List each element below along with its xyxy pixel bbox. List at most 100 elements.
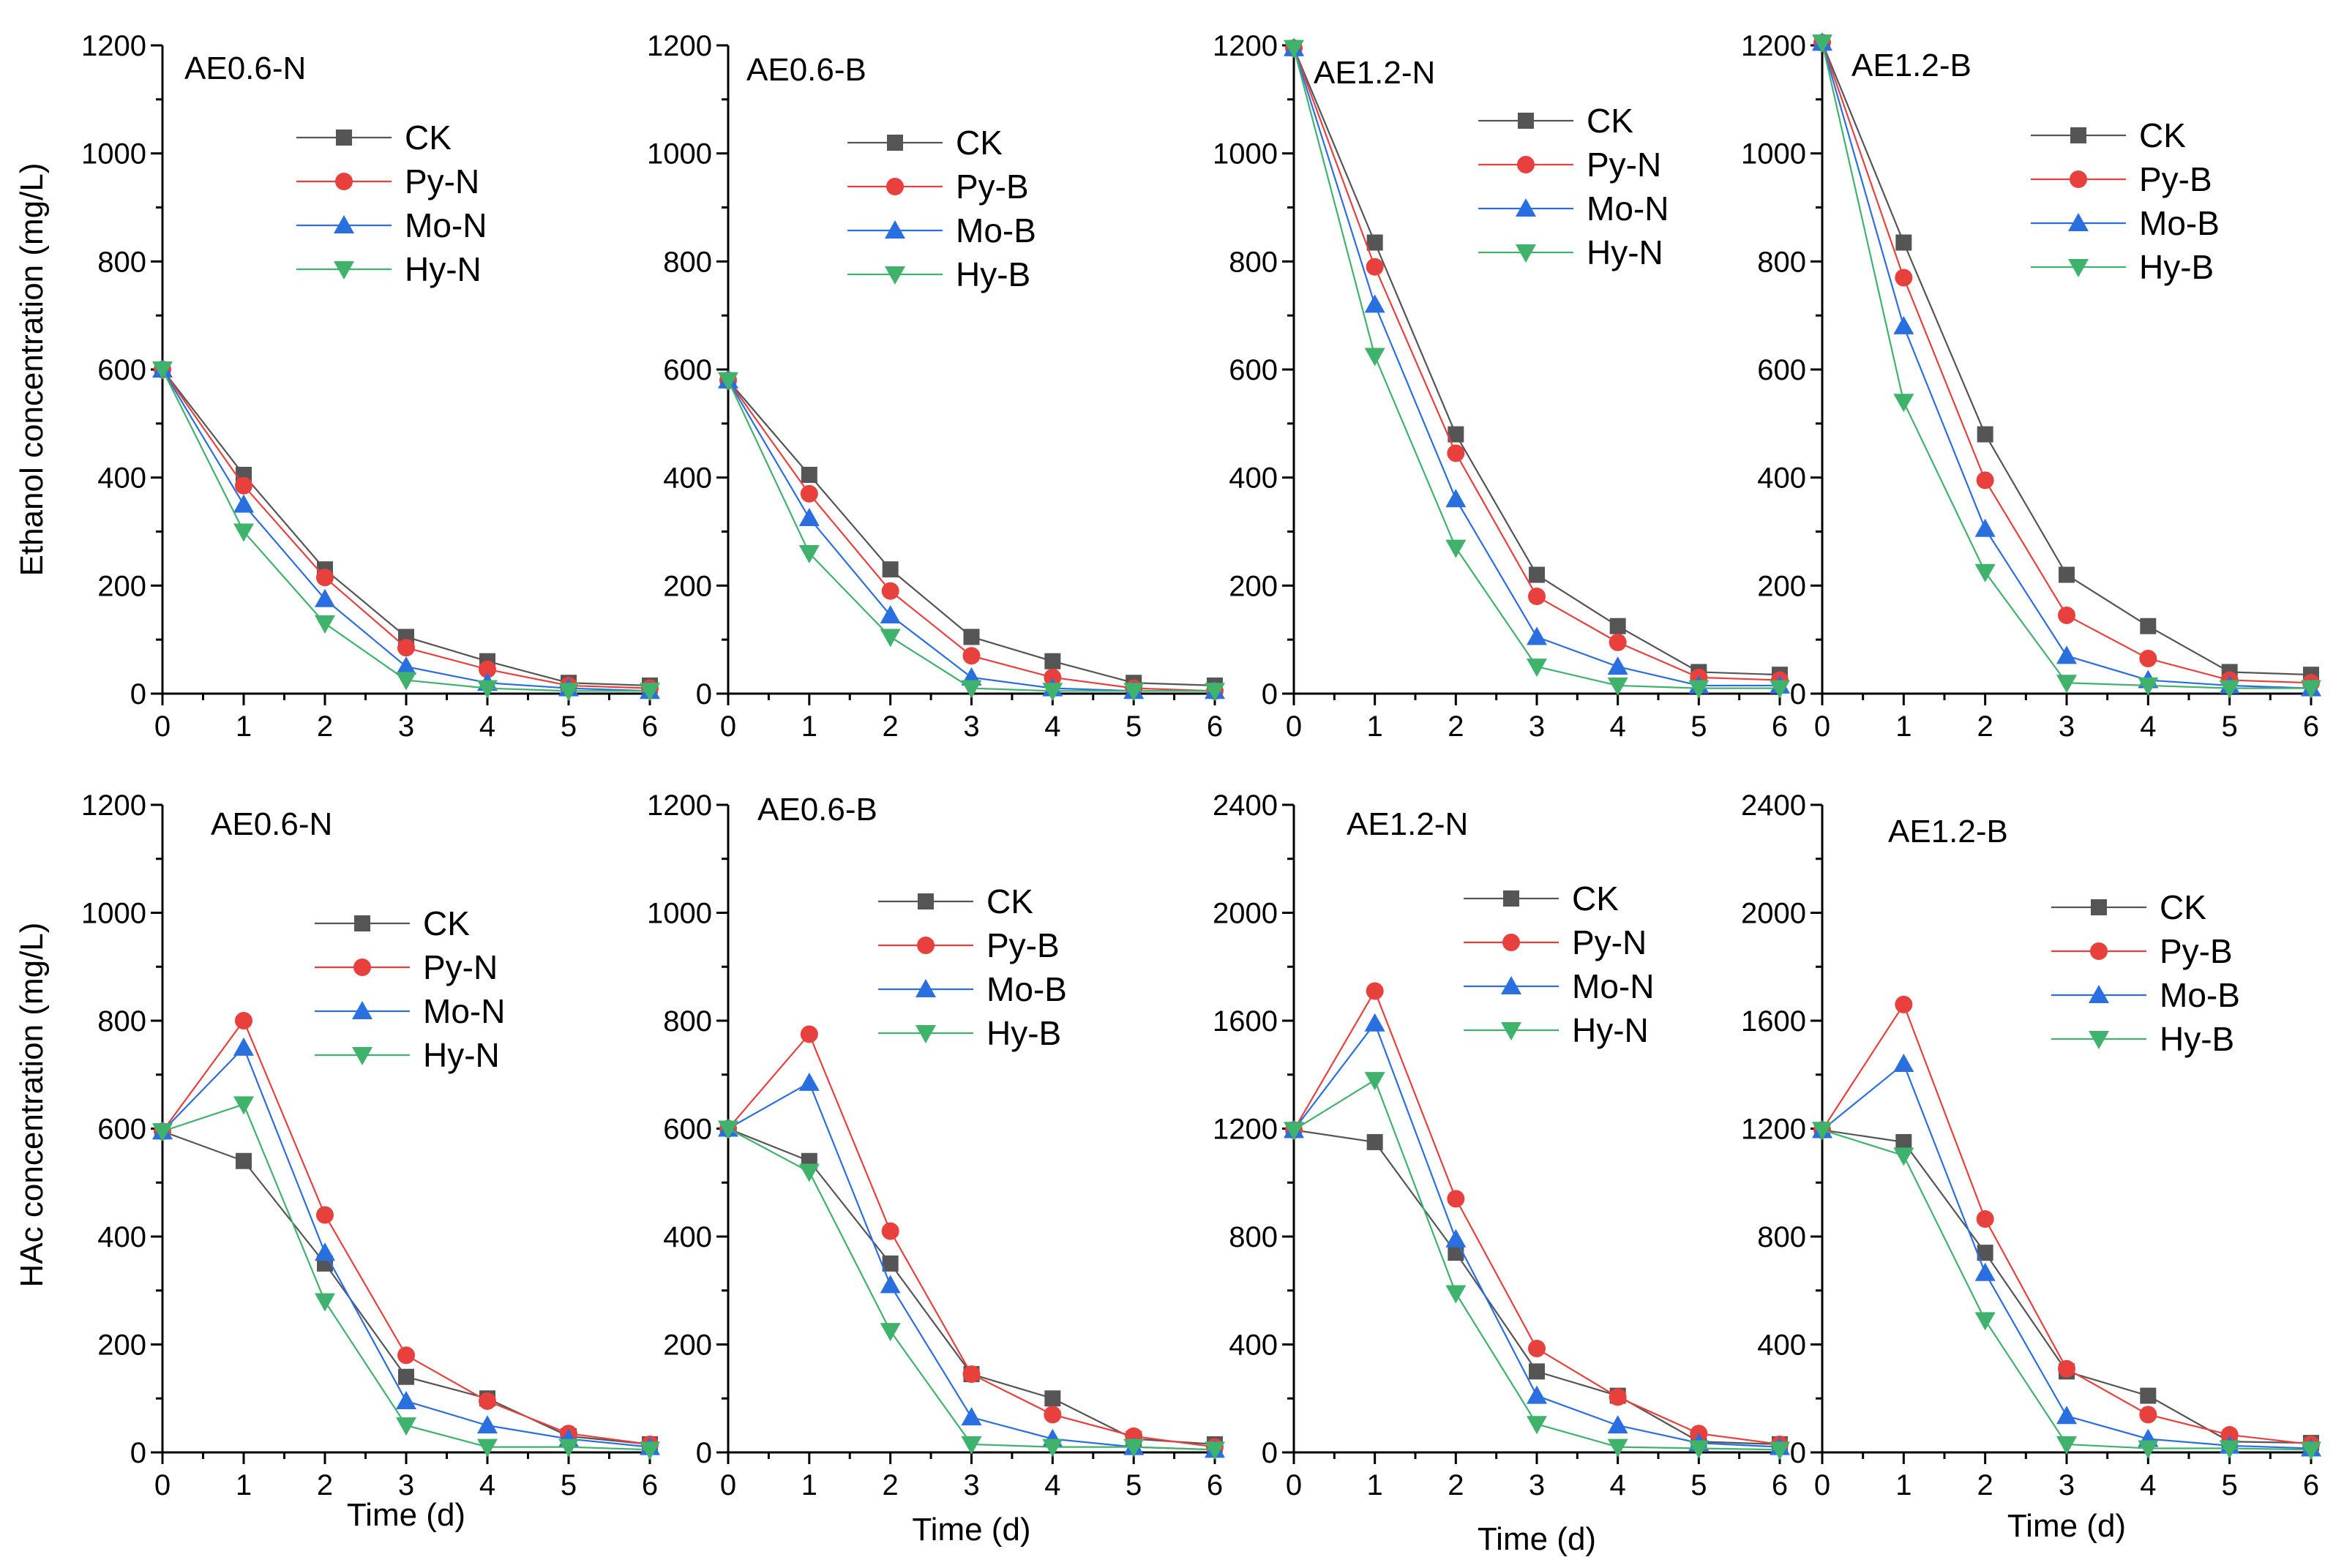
x-tick-label: 1 [236, 1469, 252, 1501]
data-point [1528, 1340, 1546, 1358]
x-tick-label: 5 [1690, 1469, 1707, 1501]
y-tick-label: 0 [1790, 1437, 1806, 1469]
x-tick-label: 1 [1367, 1469, 1383, 1501]
series-py-n [154, 1012, 659, 1453]
x-tick-label: 0 [1286, 1469, 1302, 1501]
data-point [1976, 1210, 1994, 1228]
data-point [1042, 1438, 1063, 1458]
x-tick-label: 3 [1529, 1469, 1545, 1501]
legend-marker [334, 261, 354, 280]
legend-marker [1516, 198, 1536, 217]
legend-label: Py-B [986, 926, 1060, 964]
data-point [801, 466, 817, 483]
legend-marker [2091, 899, 2107, 915]
legend-label: Mo-N [1572, 967, 1654, 1005]
data-point [396, 656, 416, 675]
series-line [727, 1032, 1216, 1448]
chart-panel-2: 0 200 400 600 800 1000 1200 0 1 2 3 4 5 6 AE0.6-B CK Py-… [647, 30, 1225, 743]
y-tick-label: 600 [663, 354, 712, 386]
legend-marker [1516, 244, 1536, 263]
x-tick-label: 1 [1367, 710, 1383, 743]
data-point [2301, 1441, 2321, 1460]
data-point [1607, 1438, 1628, 1458]
y-tick-label: 200 [97, 570, 146, 602]
x-tick-label: 4 [479, 710, 495, 743]
legend: CK Py-B Mo-B Hy-B [847, 124, 1036, 293]
series-hy-n [1284, 1072, 1790, 1460]
data-point [2056, 1406, 2077, 1425]
x-tick-label: 2 [1977, 1469, 1993, 1501]
data-point [152, 1123, 173, 1142]
x-tick-label: 6 [1772, 710, 1788, 743]
data-point [1974, 563, 1996, 582]
x-tick-label: 3 [398, 1469, 414, 1501]
data-point [800, 484, 818, 503]
x-tick-label: 4 [2140, 1469, 2156, 1501]
x-tick-label: 1 [236, 710, 252, 743]
x-tick-label: 2 [317, 710, 333, 743]
data-point [1609, 618, 1626, 634]
x-tick-label: 3 [963, 1469, 979, 1501]
legend-label: Mo-B [986, 970, 1067, 1008]
legend-marker [2070, 170, 2087, 188]
legend-marker [885, 220, 905, 239]
data-point [1895, 995, 1913, 1013]
x-tick-label: 4 [1610, 1469, 1626, 1501]
legend-label: Hy-B [2139, 248, 2214, 286]
data-point [315, 615, 335, 634]
data-point [963, 629, 980, 645]
legend-label: CK [956, 124, 1003, 162]
legend-marker [336, 130, 352, 146]
y-tick-label: 800 [1757, 246, 1806, 278]
data-point [2139, 650, 2157, 668]
data-point [233, 1037, 254, 1056]
series-py-b [1813, 34, 2320, 692]
legend-marker [2070, 127, 2086, 143]
data-point [881, 582, 899, 600]
legend-marker [352, 1047, 372, 1065]
y-tick-label: 800 [97, 246, 146, 278]
data-point [396, 672, 416, 691]
series-py-b [719, 371, 1224, 700]
y-tick-label: 400 [1757, 462, 1806, 495]
legend-label: Hy-N [1572, 1011, 1649, 1049]
y-tick-label: 600 [97, 354, 146, 386]
data-point [2058, 606, 2075, 624]
legend-marker [917, 937, 935, 954]
y-tick-label: 400 [663, 1221, 712, 1253]
legend-marker [1518, 113, 1534, 129]
data-point [1284, 40, 1304, 59]
legend-label: Mo-B [2160, 976, 2240, 1014]
data-point [880, 629, 901, 648]
legend-marker [886, 178, 904, 195]
y-tick-label: 600 [1757, 354, 1806, 386]
data-point [1364, 1072, 1385, 1091]
data-point [880, 1323, 901, 1342]
x-tick-label: 6 [1772, 1469, 1788, 1501]
x-tick-label: 5 [561, 1469, 577, 1501]
series-mo-n [1284, 1013, 1790, 1455]
data-point [316, 569, 334, 587]
x-tick-label: 0 [1814, 710, 1830, 743]
legend: CK Py-N Mo-N Hy-N [315, 904, 505, 1074]
data-point [1974, 518, 1996, 537]
y-tick-label: 0 [696, 1437, 712, 1469]
legend-marker [2068, 213, 2089, 231]
y-tick-label: 200 [1757, 570, 1806, 602]
x-tick-label: 2 [883, 1469, 899, 1501]
y-tick-label: 600 [97, 1114, 146, 1146]
series-line [1292, 48, 1781, 681]
x-tick-label: 4 [2140, 710, 2156, 743]
data-point [315, 1242, 335, 1261]
y-tick-label: 1000 [1213, 138, 1278, 170]
series-hy-b [718, 372, 1225, 702]
series-hy-b [1812, 1122, 2321, 1460]
series-line [727, 1128, 1216, 1446]
y-tick-label: 1000 [647, 898, 712, 930]
data-point [1528, 588, 1546, 606]
data-point [1364, 294, 1385, 313]
x-tick-label: 5 [1126, 1469, 1142, 1501]
y-tick-label: 400 [1229, 462, 1278, 495]
series-ck [1814, 1122, 2319, 1452]
data-point [1044, 1390, 1061, 1407]
